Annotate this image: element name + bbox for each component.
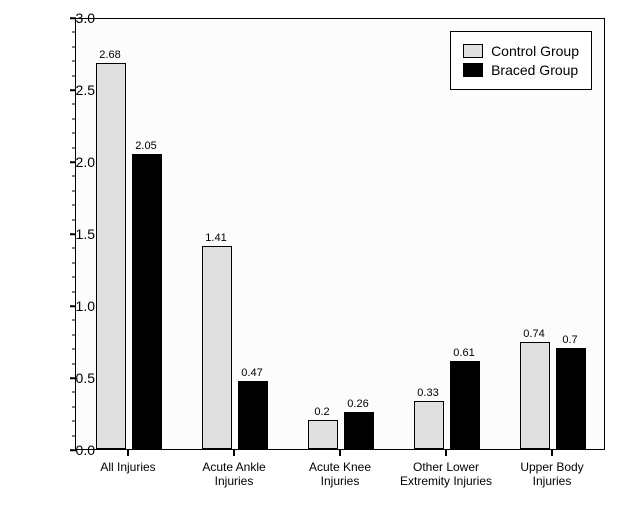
bar-braced [238,381,268,449]
bar-value-label: 0.61 [453,347,474,359]
y-tick-label: 2.0 [76,154,95,170]
bar-braced [450,361,480,449]
bar-braced [132,154,162,449]
x-category-label: Other LowerExtremity Injuries [393,460,499,489]
y-minor-tick [72,291,76,292]
x-tick-mark [551,450,553,456]
y-minor-tick [72,277,76,278]
y-minor-tick [72,32,76,33]
y-tick-label: 2.5 [76,82,95,98]
bar-value-label: 0.74 [523,328,544,340]
bar-control [308,420,338,449]
y-tick-mark [70,161,76,163]
legend-label-braced: Braced Group [491,62,578,78]
x-category-label: Acute KneeInjuries [287,460,393,489]
bar-value-label: 1.41 [205,232,226,244]
y-tick-mark [70,17,76,19]
y-minor-tick [72,176,76,177]
y-minor-tick [72,334,76,335]
y-minor-tick [72,349,76,350]
y-tick-label: 3.0 [76,10,95,26]
x-tick-mark [127,450,129,456]
x-tick-mark [339,450,341,456]
y-tick-mark [70,89,76,91]
y-minor-tick [72,219,76,220]
bar-value-label: 2.68 [99,49,120,61]
y-tick-mark [70,305,76,307]
x-category-label: Upper BodyInjuries [499,460,605,489]
legend-swatch-braced [463,63,483,77]
bar-control [414,401,444,449]
y-tick-mark [70,377,76,379]
x-category-label: All Injuries [75,460,181,474]
y-minor-tick [72,320,76,321]
y-minor-tick [72,406,76,407]
y-tick-label: 1.0 [76,298,95,314]
y-minor-tick [72,363,76,364]
legend: Control Group Braced Group [450,31,592,90]
y-tick-mark [70,233,76,235]
y-minor-tick [72,248,76,249]
bar-braced [344,412,374,449]
y-minor-tick [72,104,76,105]
bar-value-label: 0.7 [562,334,577,346]
bar-value-label: 2.05 [135,140,156,152]
y-minor-tick [72,392,76,393]
bar-value-label: 0.47 [241,367,262,379]
x-tick-mark [445,450,447,456]
bar-value-label: 0.26 [347,398,368,410]
bar-control [202,246,232,449]
legend-item-braced: Braced Group [463,62,579,78]
y-minor-tick [72,421,76,422]
bar-braced [556,348,586,449]
bar-value-label: 0.33 [417,387,438,399]
y-tick-label: 0.5 [76,370,95,386]
plot-area: Control Group Braced Group [75,18,605,450]
y-tick-label: 1.5 [76,226,95,242]
x-category-label: Acute AnkleInjuries [181,460,287,489]
y-minor-tick [72,262,76,263]
injury-chart: Injuries per 1000 Exposures Control Grou… [0,0,629,529]
y-minor-tick [72,147,76,148]
legend-label-control: Control Group [491,43,579,59]
legend-item-control: Control Group [463,43,579,59]
x-tick-mark [233,450,235,456]
y-minor-tick [72,205,76,206]
y-minor-tick [72,61,76,62]
y-tick-label: 0.0 [76,442,95,458]
bar-value-label: 0.2 [314,406,329,418]
bar-control [96,63,126,449]
legend-swatch-control [463,44,483,58]
y-minor-tick [72,118,76,119]
y-minor-tick [72,435,76,436]
y-minor-tick [72,46,76,47]
y-tick-mark [70,449,76,451]
y-minor-tick [72,75,76,76]
bar-control [520,342,550,449]
y-minor-tick [72,190,76,191]
y-minor-tick [72,133,76,134]
